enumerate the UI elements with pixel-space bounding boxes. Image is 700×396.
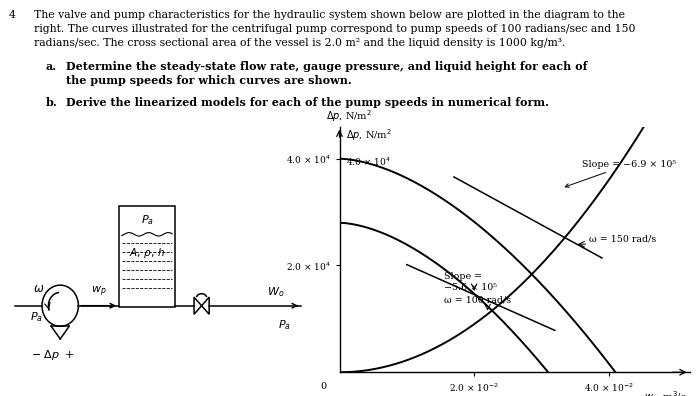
Text: the pump speeds for which curves are shown.: the pump speeds for which curves are sho… xyxy=(66,75,352,86)
Text: ω = 100 rad/s: ω = 100 rad/s xyxy=(444,296,511,305)
Text: Determine the steady-state flow rate, gauge pressure, and liquid height for each: Determine the steady-state flow rate, ga… xyxy=(66,61,588,72)
Text: $\Delta p$, N/m$^2$: $\Delta p$, N/m$^2$ xyxy=(326,108,372,124)
Text: The valve and pump characteristics for the hydraulic system shown below are plot: The valve and pump characteristics for t… xyxy=(34,10,624,20)
Text: $P_a$: $P_a$ xyxy=(278,318,290,331)
Text: 4.0 $\times$ 10$^4$: 4.0 $\times$ 10$^4$ xyxy=(346,156,391,168)
Text: Derive the linearized models for each of the pump speeds in numerical form.: Derive the linearized models for each of… xyxy=(66,97,550,108)
Text: 0: 0 xyxy=(320,382,326,391)
Text: $P_a$: $P_a$ xyxy=(30,310,43,324)
Text: $A,\,\rho,\,h$: $A,\,\rho,\,h$ xyxy=(129,246,165,260)
Text: $w_p$, m$^3$/s: $w_p$, m$^3$/s xyxy=(643,389,686,396)
Text: b.: b. xyxy=(46,97,57,108)
Text: ω = 150 rad/s: ω = 150 rad/s xyxy=(589,234,656,244)
Text: Slope =: Slope = xyxy=(444,272,482,281)
Text: $\Delta p$, N/m$^2$: $\Delta p$, N/m$^2$ xyxy=(346,127,392,143)
Text: Slope = −6.9 × 10⁵: Slope = −6.9 × 10⁵ xyxy=(566,160,676,187)
Text: a.: a. xyxy=(46,61,57,72)
Text: 4: 4 xyxy=(9,10,16,20)
Text: $w_p$: $w_p$ xyxy=(91,284,106,299)
Text: $P_a$: $P_a$ xyxy=(141,213,153,227)
Text: $\omega$: $\omega$ xyxy=(33,282,44,295)
Text: right. The curves illustrated for the centrifugal pump correspond to pump speeds: right. The curves illustrated for the ce… xyxy=(34,24,635,34)
Text: −5.6 × 10⁵: −5.6 × 10⁵ xyxy=(444,282,497,291)
Text: $-\ \Delta p\ +$: $-\ \Delta p\ +$ xyxy=(32,348,75,362)
Bar xyxy=(119,206,175,307)
Text: radians/sec. The cross sectional area of the vessel is 2.0 m² and the liquid den: radians/sec. The cross sectional area of… xyxy=(34,38,565,48)
Text: $W_o$: $W_o$ xyxy=(267,285,284,299)
